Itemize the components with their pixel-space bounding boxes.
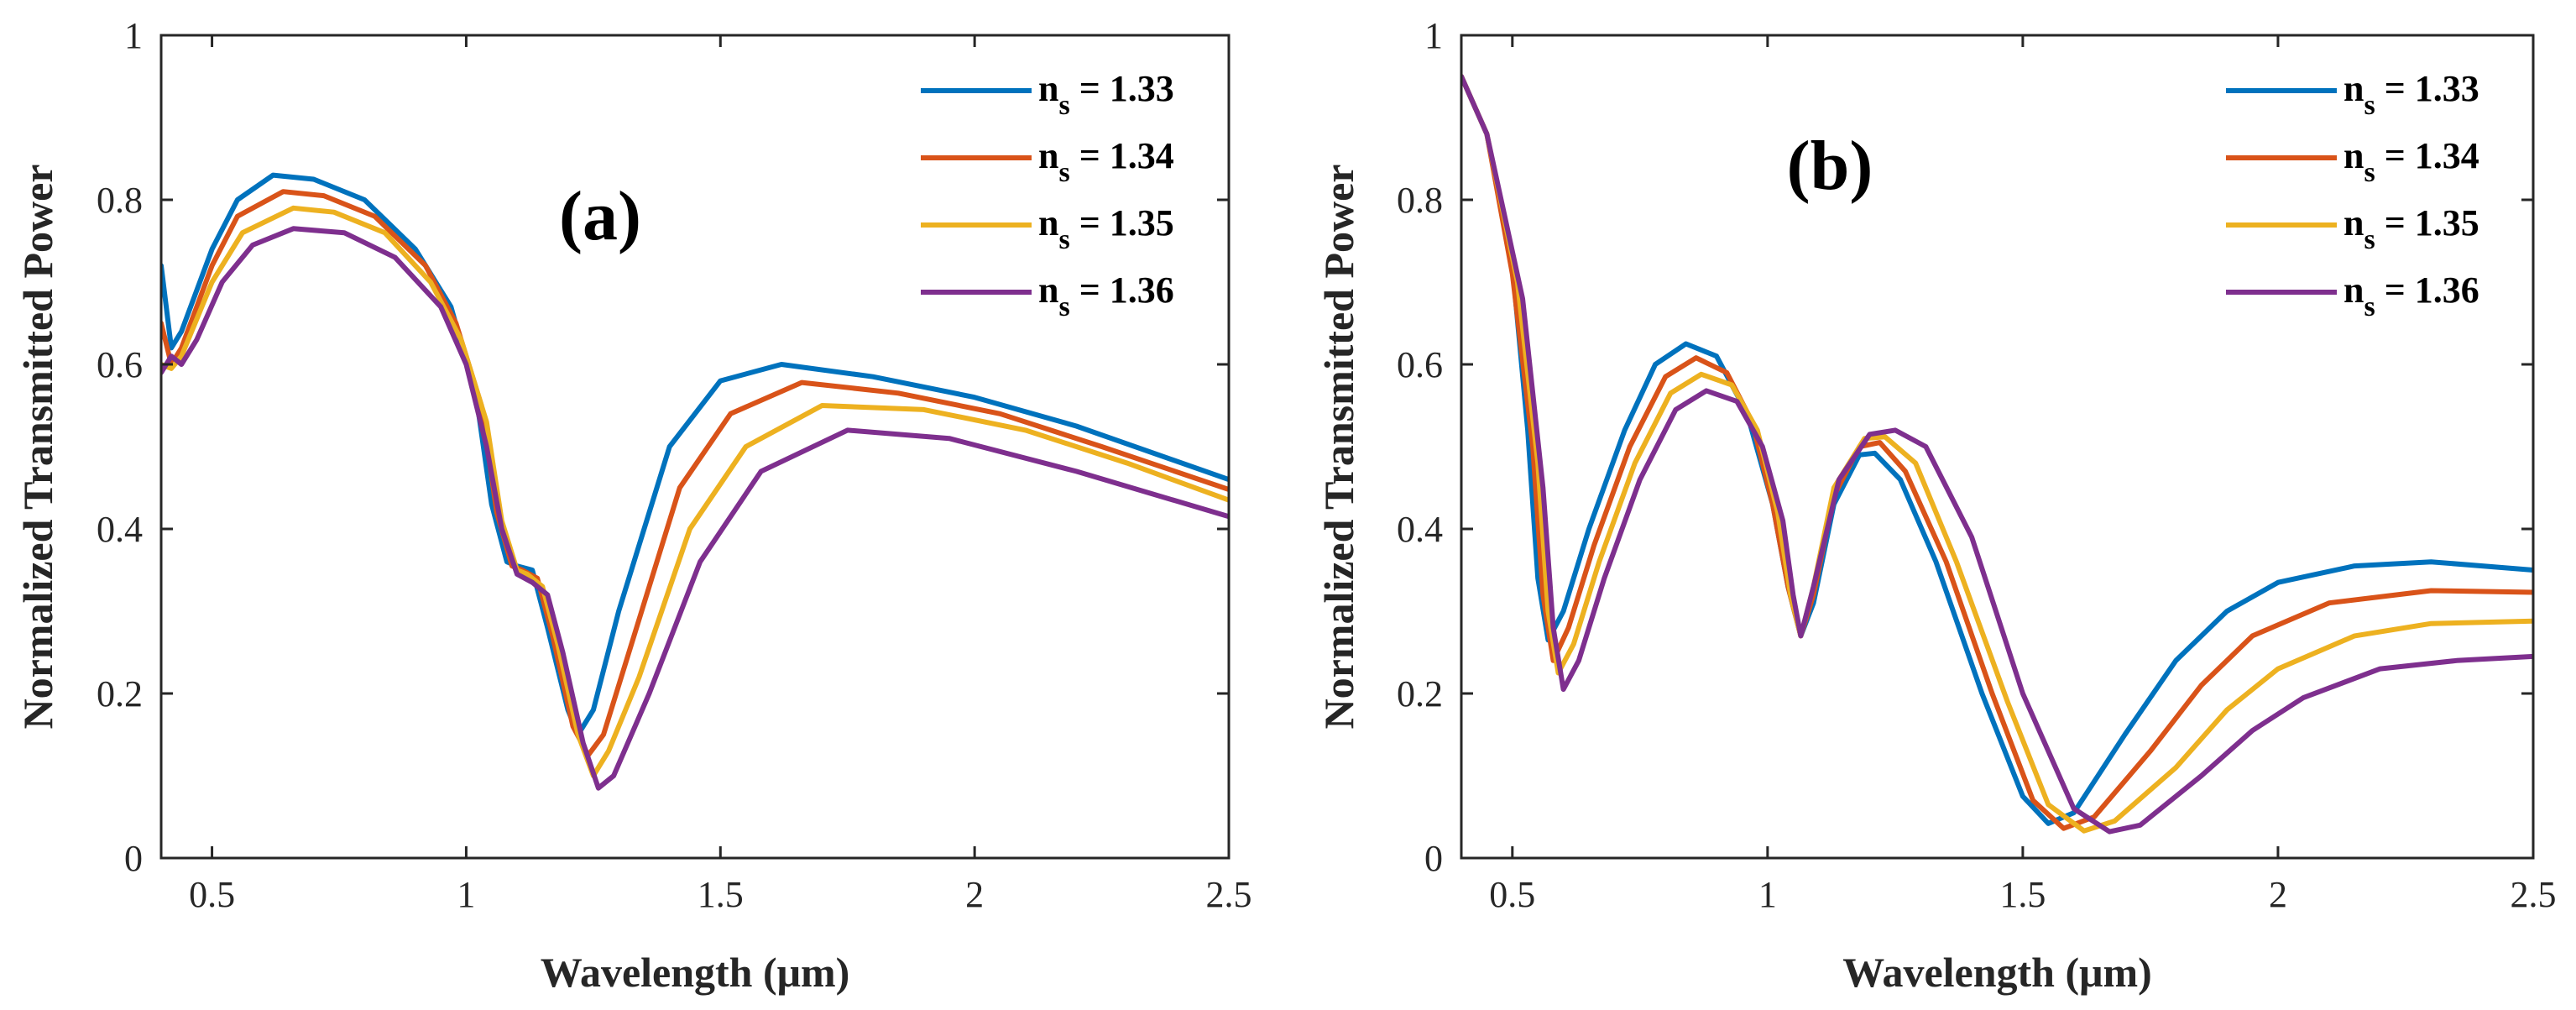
x-tick-label: 1.5 <box>698 874 744 915</box>
y-tick-label: 0.6 <box>97 344 143 385</box>
x-tick-label: 2.5 <box>1206 874 1252 915</box>
legend-label-4: ns = 1.36 <box>2343 270 2479 322</box>
panel-label: (b) <box>1787 127 1873 205</box>
y-tick-label: 1 <box>1424 15 1443 56</box>
x-tick-label: 0.5 <box>189 874 235 915</box>
series-line-4 <box>161 226 1229 791</box>
x-tick-label: 1 <box>1758 874 1777 915</box>
x-tick-label: 2 <box>2269 874 2287 915</box>
y-tick-label: 0.4 <box>97 509 143 550</box>
x-tick-label: 2 <box>965 874 984 915</box>
x-axis-title: Wavelength (μm) <box>1842 949 2152 996</box>
y-tick-label: 0.8 <box>1397 180 1443 221</box>
series-line-3 <box>161 205 1229 778</box>
legend-label-1: ns = 1.33 <box>1038 68 1174 121</box>
y-tick-label: 0 <box>124 838 143 879</box>
axes-frame <box>1460 34 2535 860</box>
y-tick-label: 1 <box>124 15 143 56</box>
y-tick-label: 0 <box>1424 838 1443 879</box>
x-tick-label: 0.5 <box>1489 874 1535 915</box>
legend-label-3: ns = 1.35 <box>2343 202 2479 255</box>
series-group <box>161 172 1229 791</box>
y-tick-label: 0.2 <box>97 673 143 714</box>
y-axis-title: Normalized Transmitted Power <box>1315 165 1362 730</box>
series-group <box>1461 74 2533 835</box>
x-tick-label: 2.5 <box>2511 874 2557 915</box>
legend: ns = 1.33 ns = 1.34 ns = 1.35 ns = 1.36 <box>921 68 1174 322</box>
legend-label-1: ns = 1.33 <box>2343 68 2479 121</box>
y-tick-label: 0.6 <box>1397 344 1443 385</box>
legend-label-4: ns = 1.36 <box>1038 270 1174 322</box>
y-axis-title: Normalized Transmitted Power <box>14 165 61 730</box>
legend-label-2: ns = 1.34 <box>1038 135 1174 188</box>
legend-label-2: ns = 1.34 <box>2343 135 2479 188</box>
axes-frame <box>159 34 1231 860</box>
chart-panel-b: 0.5 1 1.5 2 2.5 0 0.2 0.4 0.6 0.8 1 Wavelength (μm)… <box>1315 15 2557 996</box>
y-tick-label: 0.8 <box>97 180 143 221</box>
x-tick-label: 1 <box>457 874 475 915</box>
x-tick-label: 1.5 <box>1999 874 2046 915</box>
y-tick-label: 0.4 <box>1397 509 1443 550</box>
panel-label: (a) <box>559 177 641 255</box>
chart-panel-a: 0.5 1 1.5 2 2.5 0 0.2 0.4 0.6 0.8 1 Wavelength (μm)… <box>14 15 1252 996</box>
x-axis-title: Wavelength (μm) <box>541 949 850 996</box>
legend-label-3: ns = 1.35 <box>1038 202 1174 255</box>
y-tick-label: 0.2 <box>1397 673 1443 714</box>
legend: ns = 1.33 ns = 1.34 ns = 1.35 ns = 1.36 <box>2226 68 2479 322</box>
series-line-4 <box>1461 74 2533 835</box>
